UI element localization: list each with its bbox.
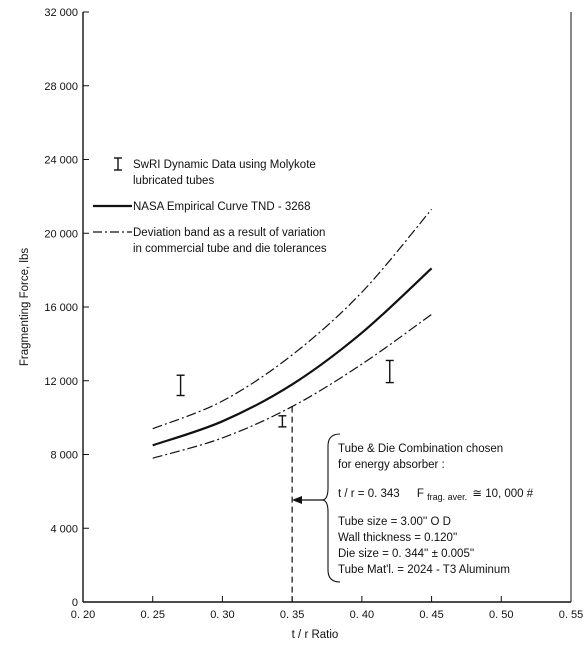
y-axis-label: Fragmenting Force, lbs (19, 248, 31, 366)
y-tick-label: 8 000 (50, 450, 78, 462)
y-tick-label: 4 000 (50, 523, 78, 535)
y-tick-label: 0 (72, 597, 78, 609)
y-tick-label: 12 000 (44, 376, 78, 388)
nasa-empirical-curve (152, 267, 433, 447)
x-tick-label: 0. 50 (489, 609, 513, 621)
x-tick-label: 0. 45 (419, 609, 443, 621)
y-tick-label: 20 000 (44, 228, 78, 240)
annotation-arrowhead (292, 496, 302, 504)
y-tick-label: 32 000 (44, 7, 78, 19)
y-tick-label: 24 000 (44, 155, 78, 167)
x-tick-label: 0. 40 (350, 609, 374, 621)
error-bar (385, 359, 394, 384)
annotation-tr-value: t / r = 0. 343 (338, 488, 400, 500)
annotation-line-4: Tube size = 3.00'' O D (338, 516, 451, 528)
annotation-line-3: t / r = 0. 343 F frag. aver. ≅ 10, 000 # (338, 488, 534, 503)
legend: SwRI Dynamic Data using Molykote lubrica… (93, 157, 327, 255)
legend-errbar-text-2: lubricated tubes (133, 175, 214, 187)
annotation: Tube & Die Combination chosen for energy… (291, 406, 534, 602)
x-tick-label: 0. 30 (210, 609, 234, 621)
x-tick-label: 0. 55 (559, 609, 583, 621)
annotation-line-1: Tube & Die Combination chosen (338, 443, 503, 455)
legend-errbar-marker (114, 157, 122, 171)
legend-errbar-text-1: SwRI Dynamic Data using Molykote (133, 159, 316, 171)
x-tick-label: 0. 20 (71, 609, 95, 621)
legend-dashdot-text-1: Deviation band as a result of variation (133, 227, 325, 239)
legend-dashdot-text-2: in commercial tube and die tolerances (133, 243, 327, 255)
deviation-band-upper (152, 208, 433, 430)
legend-solid-text: NASA Empirical Curve TND - 3268 (133, 201, 310, 213)
annotation-force-symbol: F (417, 488, 424, 500)
x-tick-label: 0. 25 (140, 609, 164, 621)
y-tick-label: 28 000 (44, 81, 78, 93)
annotation-line-5: Wall thickness = 0.120'' (338, 532, 457, 544)
annotation-force-subscript: frag. aver. (427, 492, 467, 502)
annotation-line-7: Tube Mat'l. = 2024 - T3 Aluminum (338, 564, 510, 576)
error-bar (278, 415, 287, 428)
x-tick-label: 0. 35 (280, 609, 304, 621)
annotation-line-2: for energy absorber : (338, 459, 445, 471)
error-bar (176, 374, 185, 397)
annotation-brace (321, 433, 341, 583)
x-axis-label: t / r Ratio (292, 629, 339, 641)
annotation-line-6: Die size = 0. 344'' ± 0.005'' (338, 548, 474, 560)
y-tick-label: 16 000 (44, 302, 78, 314)
annotation-force-value: ≅ 10, 000 # (472, 488, 533, 500)
deviation-band-lower (152, 313, 432, 459)
